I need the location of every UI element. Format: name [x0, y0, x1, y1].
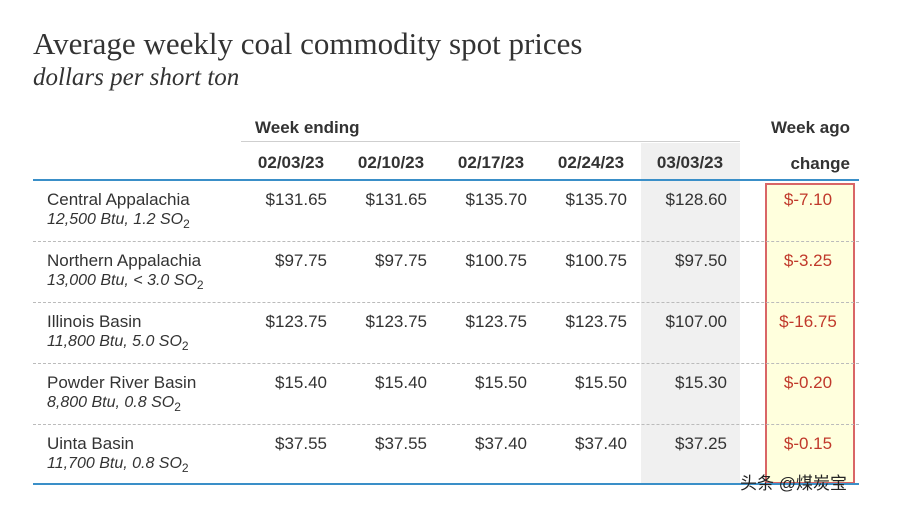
week-ago-header: Week ago	[770, 118, 850, 137]
price-cell: $100.75	[465, 251, 527, 270]
price-cell: $131.65	[365, 190, 427, 209]
price-cell: $15.40	[275, 373, 327, 392]
price-cell: $37.25	[675, 434, 727, 453]
price-cell: $107.00	[665, 312, 727, 331]
change-highlight-box	[765, 183, 855, 484]
chart-title: Average weekly coal commodity spot price…	[33, 26, 583, 61]
price-cell: $37.40	[575, 434, 627, 453]
chart-subtitle: dollars per short ton	[33, 64, 240, 91]
price-cell: $15.40	[375, 373, 427, 392]
change-cell: $-7.10	[783, 190, 833, 209]
change-header: change	[790, 154, 850, 173]
price-cell: $37.55	[375, 434, 427, 453]
row-region-spec: 11,800 Btu, 5.0 SO2	[47, 333, 189, 353]
column-header-date: 02/03/23	[257, 153, 325, 172]
row-separator	[33, 424, 859, 425]
row-region-name: Powder River Basin	[47, 373, 197, 392]
change-cell: $-0.15	[783, 434, 833, 453]
watermark: 头条 @煤炭宝	[740, 474, 847, 493]
row-region-spec: 12,500 Btu, 1.2 SO2	[47, 211, 190, 231]
row-region-spec: 11,700 Btu, 0.8 SO2	[47, 455, 189, 475]
row-region-name: Uinta Basin	[47, 434, 134, 453]
price-cell: $123.75	[565, 312, 627, 331]
price-cell: $128.60	[665, 190, 727, 209]
price-cell: $97.50	[675, 251, 727, 270]
column-header-date: 02/24/23	[557, 153, 625, 172]
price-cell: $97.75	[375, 251, 427, 270]
column-header-date: 02/17/23	[457, 153, 525, 172]
column-header-date: 02/10/23	[357, 153, 425, 172]
price-cell: $15.50	[475, 373, 527, 392]
row-region-spec: 8,800 Btu, 0.8 SO2	[47, 394, 181, 414]
row-separator	[33, 363, 859, 364]
change-cell: $-0.20	[783, 373, 833, 392]
table-bottom-rule	[33, 483, 859, 485]
change-cell: $-16.75	[779, 312, 837, 331]
price-cell: $135.70	[465, 190, 527, 209]
price-cell: $97.75	[275, 251, 327, 270]
price-cell: $123.75	[465, 312, 527, 331]
latest-week-highlight	[641, 143, 740, 484]
row-region-name: Central Appalachia	[47, 190, 190, 209]
price-cell: $123.75	[365, 312, 427, 331]
column-header-date: 03/03/23	[656, 153, 724, 172]
row-separator	[33, 302, 859, 303]
price-cell: $37.55	[275, 434, 327, 453]
price-cell: $15.30	[675, 373, 727, 392]
price-cell: $100.75	[565, 251, 627, 270]
row-separator	[33, 241, 859, 242]
change-cell: $-3.25	[783, 251, 833, 270]
price-cell: $135.70	[565, 190, 627, 209]
price-cell: $37.40	[475, 434, 527, 453]
price-cell: $131.65	[265, 190, 327, 209]
row-region-name: Northern Appalachia	[47, 251, 202, 270]
week-ending-underline	[241, 141, 740, 142]
price-cell: $123.75	[265, 312, 327, 331]
row-region-spec: 13,000 Btu, < 3.0 SO2	[47, 272, 204, 292]
price-cell: $15.50	[575, 373, 627, 392]
header-divider	[33, 179, 859, 181]
row-region-name: Illinois Basin	[47, 312, 142, 331]
week-ending-header: Week ending	[255, 118, 360, 137]
